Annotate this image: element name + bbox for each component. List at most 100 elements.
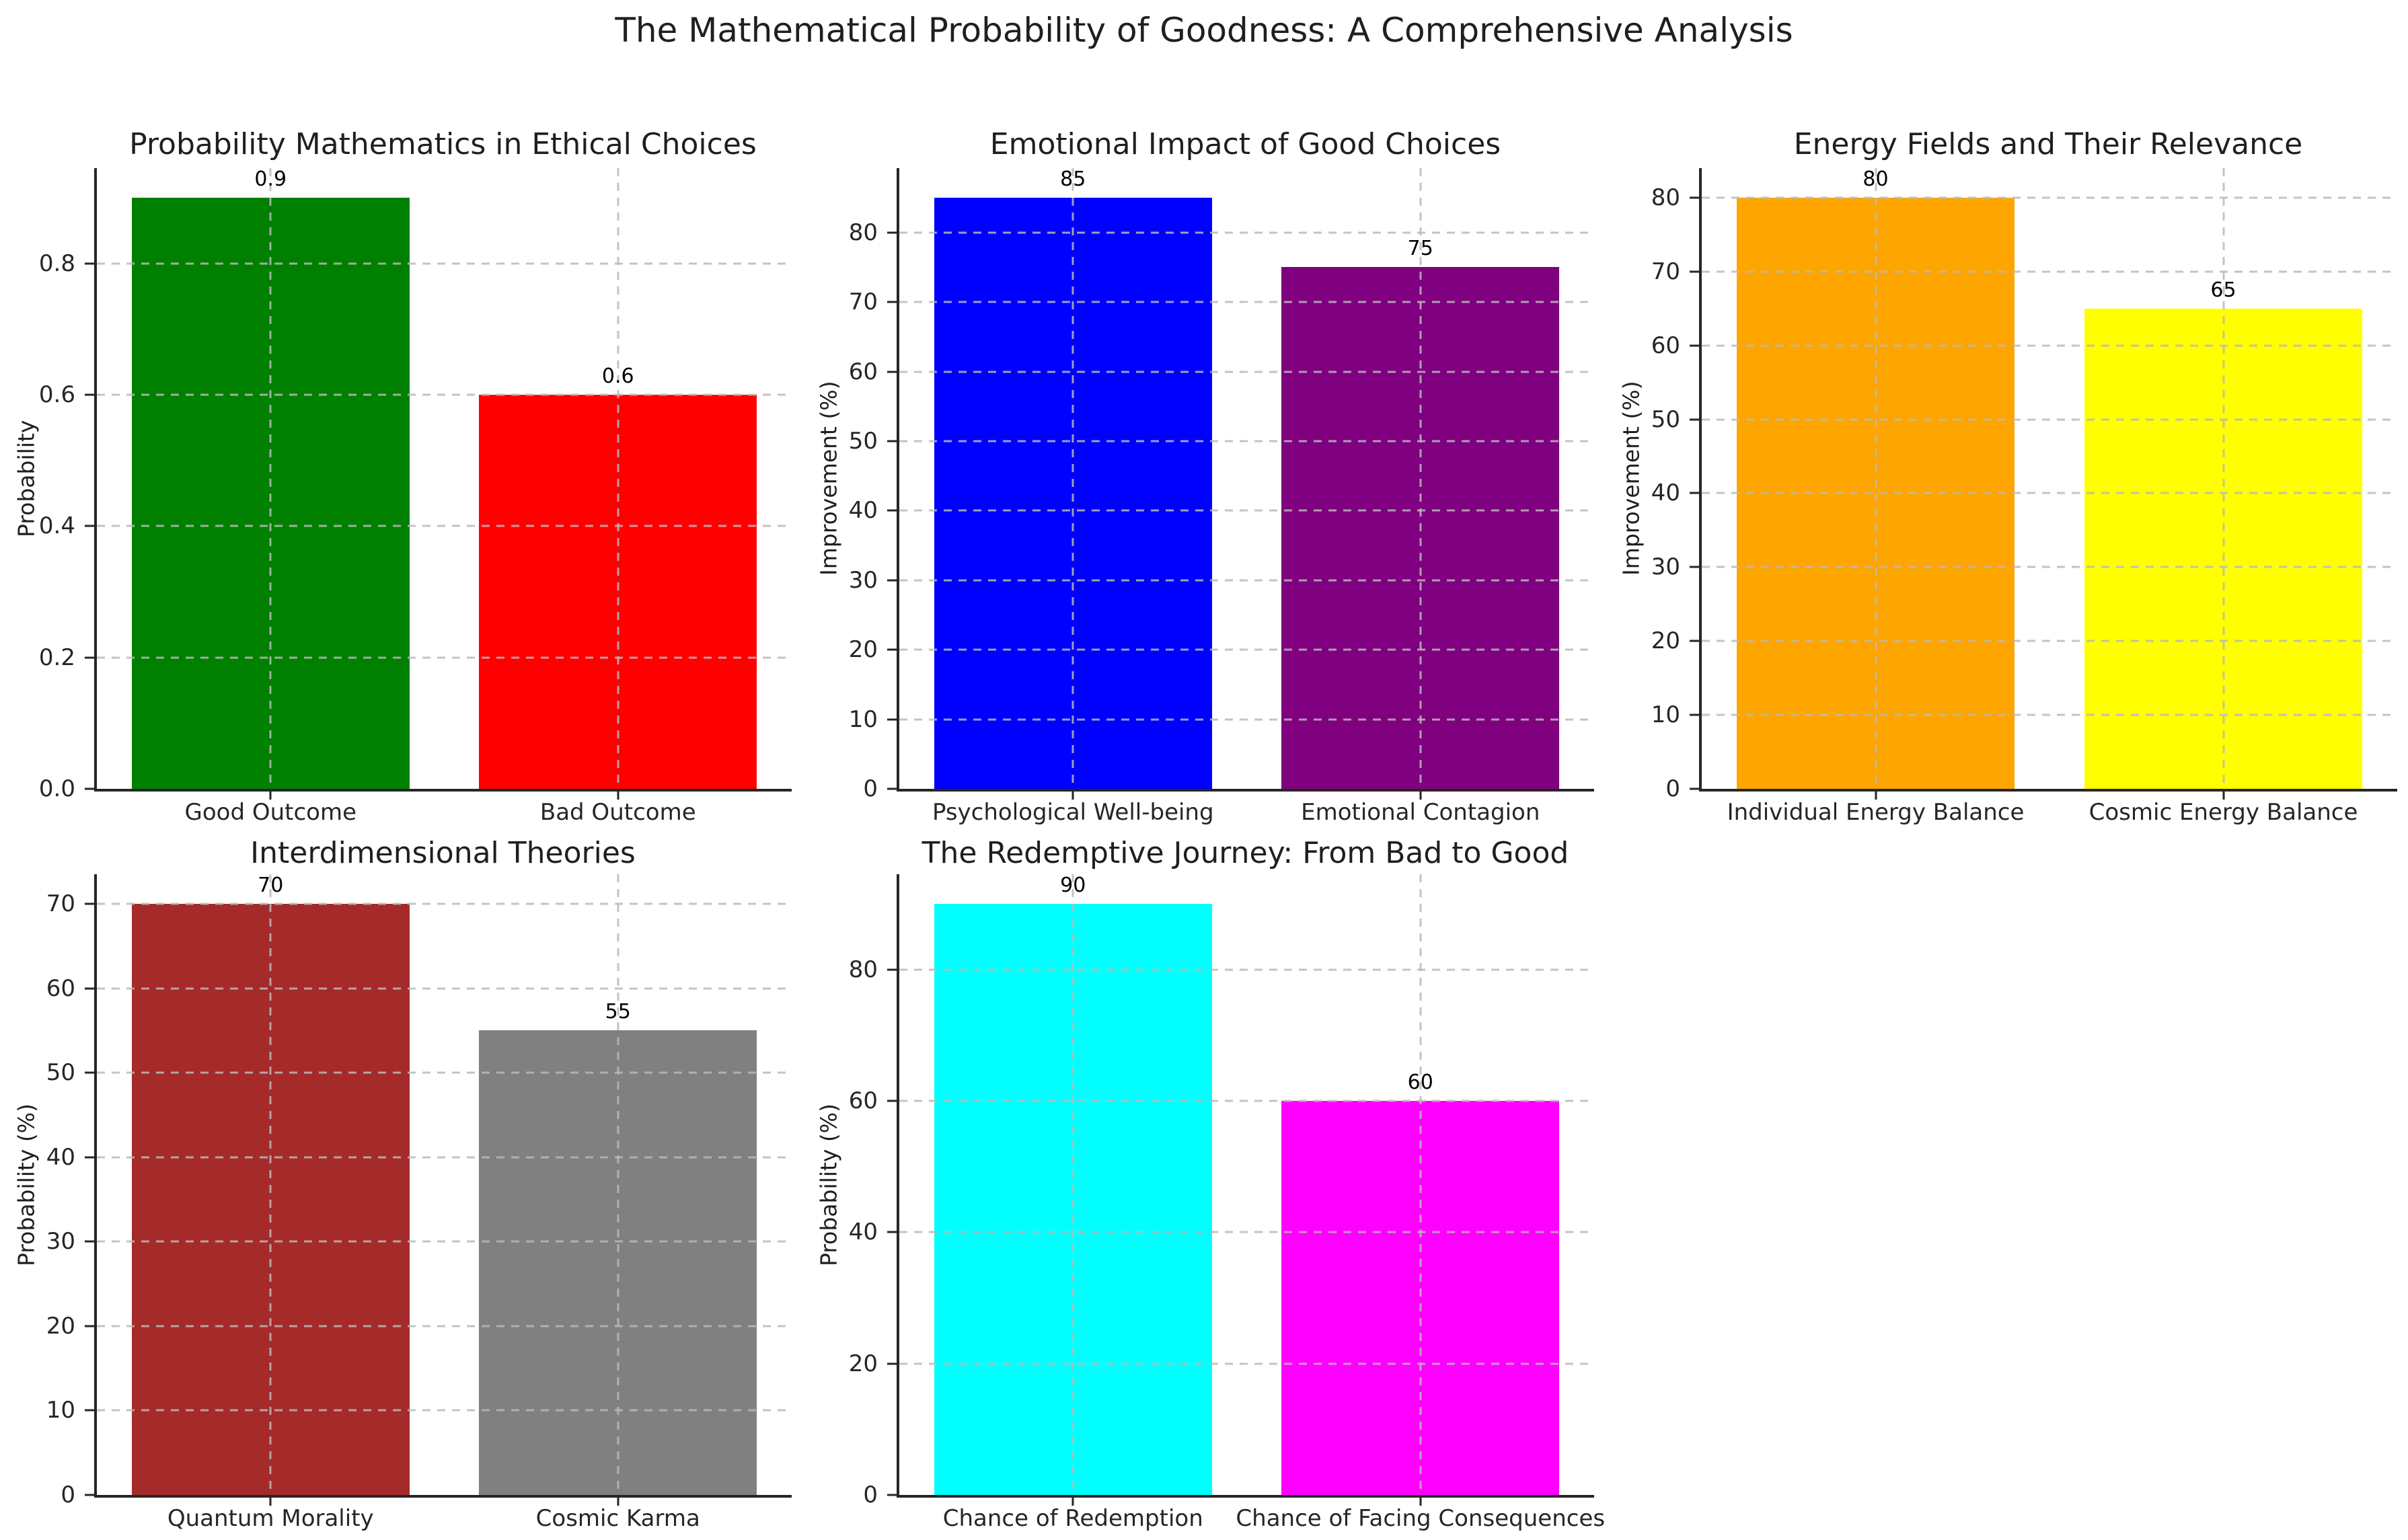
y-tick-mark — [887, 301, 897, 303]
y-tick-label: 40 — [46, 1143, 75, 1171]
y-tick-mark — [85, 656, 94, 659]
x-tick-label: Chance of Redemption — [942, 1505, 1203, 1532]
y-tick-mark — [887, 1362, 897, 1365]
bar-value-label: 0.9 — [254, 167, 287, 191]
y-tick-mark — [887, 1494, 897, 1496]
y-tick-mark — [887, 787, 897, 790]
figure-title: The Mathematical Probability of Goodness… — [615, 11, 1793, 50]
x-tick-mark — [1071, 1495, 1074, 1506]
subplot-cell-1: Probability Mathematics in Ethical Choic… — [0, 118, 802, 844]
y-tick-mark — [85, 1409, 94, 1412]
subplot-cell-2: Emotional Impact of Good Choices Improve… — [802, 118, 1605, 844]
y-tick-mark — [85, 393, 94, 396]
y-tick-mark — [1690, 270, 1699, 273]
y-tick-mark — [85, 262, 94, 265]
plot-area: 0.9 Good Outcome 0.6 Bad Outcome — [85, 167, 792, 824]
x-tick-label: Cosmic Energy Balance — [2089, 799, 2358, 826]
subplot-grid: Probability Mathematics in Ethical Choic… — [0, 118, 2408, 1540]
y-tick-mark — [85, 1325, 94, 1327]
plot-area: 85 Psychological Well-being 75 Emotional Co… — [887, 168, 1594, 824]
y-tick-mark — [1690, 566, 1699, 568]
empty-subplot-slot — [1605, 844, 2408, 1540]
bar-chance-of-facing-consequences — [1281, 1100, 1560, 1495]
y-tick-label: 40 — [848, 497, 878, 525]
chart-title: Emotional Impact of Good Choices — [989, 127, 1501, 161]
chart-ethical-choices: Probability Mathematics in Ethical Choic… — [0, 118, 802, 844]
x-tick-mark — [1875, 789, 1877, 800]
y-tick-mark — [1690, 640, 1699, 642]
y-tick-mark — [1690, 344, 1699, 347]
x-tick-label: Bad Outcome — [539, 799, 696, 826]
y-tick-label: 0 — [1665, 775, 1680, 802]
y-tick-label: 10 — [46, 1397, 75, 1424]
y-tick-label: 0.2 — [38, 644, 75, 671]
y-tick-label: 20 — [848, 636, 878, 664]
bar-cosmic-energy-balance — [2084, 308, 2363, 789]
chart-title: Interdimensional Theories — [250, 836, 636, 870]
y-tick-label: 50 — [1651, 406, 1680, 433]
y-tick-label: 40 — [1651, 479, 1680, 507]
chart-title: Probability Mathematics in Ethical Choic… — [129, 127, 757, 161]
y-tick-mark — [85, 525, 94, 527]
plot-area: 90 Chance of Redemption 60 Chance of Facing… — [887, 874, 1605, 1530]
bar-individual-energy-balance — [1736, 197, 2015, 789]
y-tick-label: 0 — [61, 1481, 75, 1508]
subplot-cell-5: The Redemptive Journey: From Bad to Good… — [802, 836, 1606, 1540]
y-axis: 0 10 20 30 40 50 60 70 80 — [802, 168, 887, 800]
y-tick-mark — [85, 1494, 94, 1496]
y-tick-label: 0.8 — [38, 249, 75, 277]
x-tick-label: Individual Energy Balance — [1727, 799, 2025, 826]
x-tick-label: Chance of Facing Consequences — [1236, 1505, 1606, 1532]
y-tick-label: 20 — [848, 1350, 878, 1377]
chart-title: The Redemptive Journey: From Bad to Good — [921, 836, 1569, 870]
bar-value-label: 80 — [1863, 167, 1889, 191]
bar-bad-outcome — [479, 394, 757, 789]
y-tick-mark — [887, 648, 897, 651]
y-tick-mark — [85, 1240, 94, 1243]
chart-title: Energy Fields and Their Relevance — [1793, 127, 2303, 161]
y-tick-label: 60 — [848, 358, 878, 385]
y-tick-mark — [1690, 787, 1699, 790]
y-tick-mark — [887, 718, 897, 721]
plot-area: 70 Quantum Morality 55 Cosmic Karma — [85, 873, 792, 1530]
x-tick-mark — [1419, 789, 1422, 800]
bar-value-label: 60 — [1407, 1070, 1433, 1094]
x-tick-label: Good Outcome — [184, 799, 357, 826]
x-tick-mark — [1071, 789, 1074, 800]
bar-value-label: 0.6 — [601, 364, 634, 388]
y-tick-mark — [887, 968, 897, 971]
x-tick-mark — [617, 1495, 619, 1506]
y-tick-label: 0 — [863, 1481, 878, 1508]
y-tick-label: 0.4 — [38, 512, 75, 540]
y-tick-label: 40 — [848, 1219, 878, 1246]
y-tick-label: 50 — [848, 427, 878, 455]
chart-emotional-impact: Emotional Impact of Good Choices Improve… — [802, 118, 1605, 844]
y-tick-label: 60 — [1651, 332, 1680, 359]
y-tick-label: 50 — [46, 1059, 75, 1087]
y-axis: 0 10 20 30 40 50 60 70 — [0, 874, 85, 1506]
y-tick-mark — [887, 509, 897, 512]
bar-chance-of-redemption — [934, 903, 1212, 1495]
y-axis: 0 20 40 60 80 — [802, 874, 887, 1506]
y-tick-label: 10 — [848, 705, 878, 733]
y-tick-label: 70 — [848, 288, 878, 316]
bar-good-outcome — [131, 197, 410, 789]
y-tick-mark — [1690, 418, 1699, 421]
y-tick-mark — [1690, 196, 1699, 199]
y-tick-mark — [1690, 714, 1699, 716]
y-tick-mark — [85, 987, 94, 990]
y-tick-label: 10 — [1651, 701, 1680, 729]
bar-value-label: 70 — [258, 873, 284, 897]
y-tick-label: 30 — [1651, 553, 1680, 581]
bar-value-label: 55 — [605, 1000, 631, 1024]
y-tick-mark — [887, 440, 897, 442]
bar-emotional-contagion — [1281, 267, 1560, 789]
y-tick-label: 60 — [46, 974, 75, 1002]
y-tick-label: 60 — [848, 1087, 878, 1114]
x-tick-mark — [617, 789, 619, 800]
y-tick-label: 70 — [46, 890, 75, 917]
chart-redemptive-journey: The Redemptive Journey: From Bad to Good… — [802, 836, 1606, 1540]
bar-quantum-morality — [131, 903, 410, 1495]
y-tick-mark — [1690, 492, 1699, 494]
